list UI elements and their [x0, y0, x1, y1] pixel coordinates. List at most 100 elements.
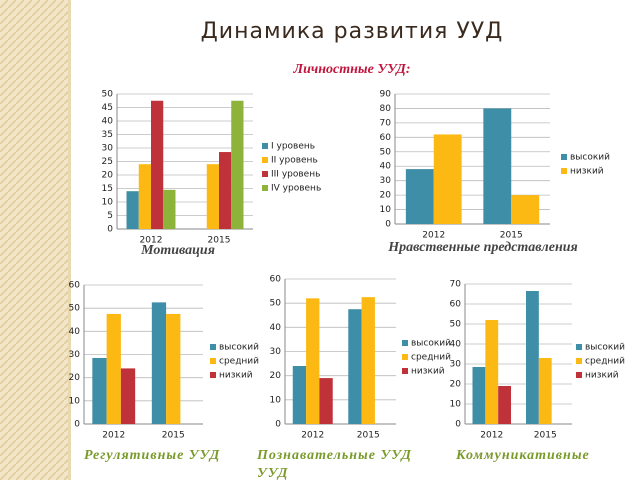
- legend-label: высокий: [585, 343, 625, 353]
- x-tick-label: 2012: [301, 431, 324, 441]
- legend-label: средний: [585, 357, 625, 367]
- y-tick-label: 40: [102, 117, 114, 127]
- y-tick-label: 20: [270, 371, 282, 381]
- legend-label: высокий: [219, 343, 259, 353]
- bar: [166, 313, 181, 424]
- x-tick-label: 2015: [208, 236, 231, 246]
- y-tick-label: 25: [102, 157, 113, 167]
- bar: [138, 164, 151, 229]
- legend-swatch: [402, 368, 408, 374]
- legend-label: низкий: [219, 371, 253, 381]
- legend-label: высокий: [570, 153, 610, 163]
- y-tick-label: 10: [69, 396, 81, 406]
- y-tick-label: 80: [380, 104, 392, 114]
- y-tick-label: 40: [450, 340, 462, 350]
- y-tick-label: 30: [102, 144, 114, 154]
- y-tick-label: 45: [102, 103, 113, 113]
- y-tick-label: 0: [385, 220, 391, 230]
- bar: [525, 291, 539, 424]
- decor-stripe: [0, 0, 68, 480]
- y-tick-label: 0: [107, 225, 113, 235]
- bar: [92, 357, 107, 424]
- x-tick-label: 2015: [534, 431, 557, 441]
- legend-swatch: [210, 372, 216, 378]
- x-tick-label: 2015: [500, 231, 523, 241]
- x-tick-label: 2012: [140, 236, 163, 246]
- bar: [433, 134, 462, 224]
- bar: [485, 320, 499, 424]
- caption: Нравственные представления: [387, 240, 577, 255]
- legend-label: IV уровень: [271, 184, 321, 194]
- slide-title: Динамика развития УУД: [201, 19, 504, 44]
- bar: [151, 100, 164, 229]
- caption: Регулятивные УУД: [84, 448, 220, 463]
- bar: [126, 191, 139, 229]
- legend-swatch: [210, 358, 216, 364]
- x-tick-label: 2012: [480, 431, 503, 441]
- y-tick-label: 40: [270, 323, 282, 333]
- decor-edge: [68, 0, 71, 480]
- legend-label: средний: [411, 353, 451, 363]
- caption: Мотивация: [140, 243, 215, 258]
- y-tick-label: 20: [450, 380, 462, 390]
- bar: [120, 368, 136, 424]
- bar: [405, 169, 434, 224]
- y-tick-label: 50: [380, 147, 392, 157]
- bar: [231, 100, 244, 229]
- legend-label: низкий: [570, 167, 604, 177]
- y-tick-label: 70: [380, 118, 392, 128]
- legend-swatch: [402, 354, 408, 360]
- legend-swatch: [561, 168, 567, 174]
- y-tick-label: 60: [69, 281, 81, 291]
- bar: [361, 297, 375, 424]
- legend-label: II уровень: [271, 156, 318, 166]
- legend-swatch: [576, 372, 582, 378]
- y-tick-label: 10: [450, 400, 462, 410]
- bar: [206, 164, 219, 229]
- y-tick-label: 30: [450, 360, 462, 370]
- bar: [538, 358, 552, 424]
- legend-swatch: [576, 344, 582, 350]
- x-tick-label: 2015: [162, 431, 185, 441]
- y-tick-label: 90: [380, 90, 392, 100]
- y-tick-label: 0: [74, 420, 80, 430]
- bar: [151, 302, 167, 424]
- legend-swatch: [262, 185, 268, 191]
- x-tick-label: 2012: [102, 431, 125, 441]
- bar: [219, 152, 232, 229]
- caption: Коммуникативные: [455, 448, 590, 463]
- x-tick-label: 2012: [422, 231, 445, 241]
- y-tick-label: 30: [380, 176, 392, 186]
- y-tick-label: 60: [380, 133, 392, 143]
- y-tick-label: 5: [107, 211, 113, 221]
- bar: [306, 298, 320, 424]
- y-tick-label: 40: [69, 327, 81, 337]
- bar: [498, 386, 512, 424]
- y-tick-label: 70: [450, 280, 462, 290]
- bar: [483, 108, 512, 224]
- legend-label: низкий: [585, 371, 619, 381]
- legend-label: низкий: [411, 367, 445, 377]
- y-tick-label: 20: [69, 373, 81, 383]
- y-tick-label: 50: [69, 304, 81, 314]
- y-tick-label: 50: [270, 299, 282, 309]
- subtitle: Личностные УУД:: [293, 62, 411, 77]
- legend-label: высокий: [411, 339, 451, 349]
- y-tick-label: 0: [275, 420, 281, 430]
- y-tick-label: 30: [69, 350, 81, 360]
- caption: УУД: [257, 466, 289, 480]
- y-tick-label: 10: [102, 198, 114, 208]
- y-tick-label: 50: [450, 320, 462, 330]
- y-tick-label: 60: [450, 300, 462, 310]
- legend-swatch: [210, 344, 216, 350]
- bar: [319, 378, 333, 424]
- caption: Познавательные УУД: [256, 448, 412, 463]
- bar: [292, 366, 307, 424]
- y-tick-label: 30: [270, 347, 282, 357]
- y-tick-label: 10: [270, 395, 282, 405]
- y-tick-label: 40: [380, 162, 392, 172]
- legend-swatch: [576, 358, 582, 364]
- bar: [163, 189, 176, 229]
- bar: [472, 367, 486, 424]
